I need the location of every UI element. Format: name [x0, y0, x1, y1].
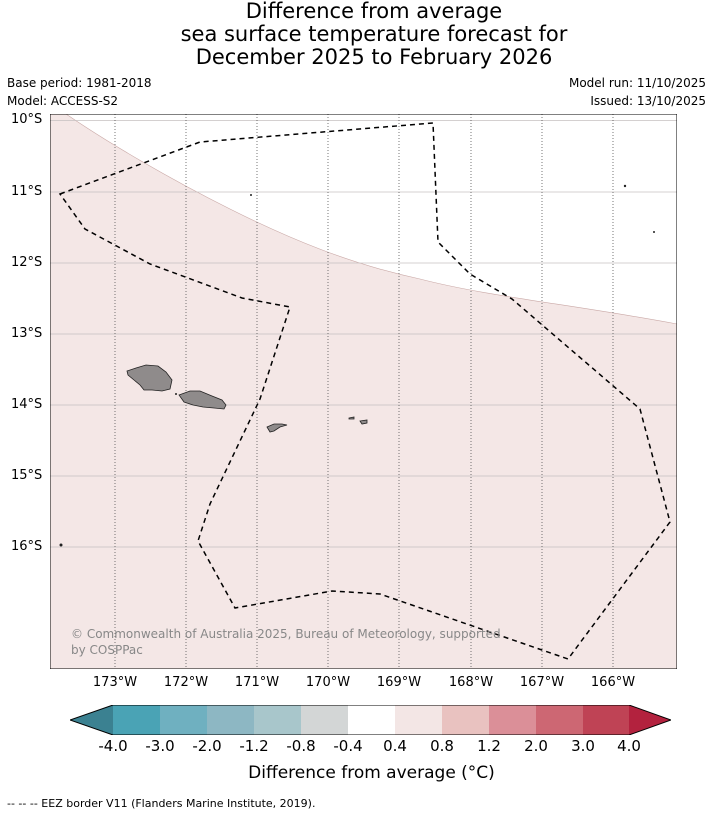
colorbar-tick: 2.0	[524, 737, 548, 755]
colorbar-tick: -2.0	[192, 737, 222, 755]
island-wallis	[59, 543, 63, 547]
colorbar-segment-7	[395, 705, 442, 735]
colorbar-segment-1	[113, 705, 160, 735]
colorbar-segment-8	[442, 705, 489, 735]
meta-left: Base period: 1981-2018 Model: ACCESS-S2	[7, 74, 152, 110]
island-tutuila	[266, 423, 288, 433]
colorbar-segment-11	[583, 705, 629, 735]
eez-legend-note: -- -- -- EEZ border V11 (Flanders Marine…	[7, 797, 316, 810]
lat-label-11s: 11°S	[11, 184, 43, 199]
colorbar-tick: 3.0	[571, 737, 595, 755]
colorbar-tick: -0.8	[286, 737, 316, 755]
island-manono	[175, 393, 177, 395]
lon-label-173w: 173°W	[92, 675, 138, 690]
colorbar-segment-10	[536, 705, 583, 735]
colorbar-segment-6	[348, 705, 395, 735]
title-line-3: December 2025 to February 2026	[195, 45, 553, 69]
colorbar-segment-5	[301, 705, 348, 735]
copyright-notice: © Commonwealth of Australia 2025, Bureau…	[71, 626, 501, 658]
lat-label-16s: 16°S	[11, 539, 43, 554]
colorbar-tick: 0.8	[430, 737, 454, 755]
colorbar-tick: -1.2	[239, 737, 269, 755]
colorbar-high-extension	[629, 705, 671, 735]
colorbar-label: Difference from average (°C)	[248, 763, 495, 783]
colorbar-tick: 1.2	[477, 737, 501, 755]
anomaly-region	[50, 114, 677, 669]
model-name: Model: ACCESS-S2	[7, 94, 119, 108]
island-upolu	[178, 390, 227, 410]
colorbar-tick: -3.0	[145, 737, 175, 755]
lon-label-168w: 168°W	[448, 675, 494, 690]
colorbar-tick: 4.0	[617, 737, 641, 755]
colorbar-segment-4	[254, 705, 301, 735]
lon-label-171w: 171°W	[234, 675, 280, 690]
island-swains	[250, 194, 252, 196]
lat-label-13s: 13°S	[11, 326, 43, 341]
eez-border-north	[58, 122, 671, 660]
island-tokelau-1	[623, 184, 627, 188]
meta-right: Model run: 11/10/2025 Issued: 13/10/2025	[569, 74, 706, 110]
lat-label-14s: 14°S	[11, 397, 43, 412]
island-ofu	[348, 416, 355, 420]
title-line-1: Difference from average	[245, 0, 503, 23]
colorbar-segment-3	[207, 705, 254, 735]
lat-label-12s: 12°S	[11, 255, 43, 270]
colorbar-tick: 0.4	[383, 737, 407, 755]
lat-label-10s: 10°S	[11, 112, 43, 127]
lon-label-167w: 167°W	[519, 675, 565, 690]
issued-date: Issued: 13/10/2025	[590, 94, 706, 108]
colorbar-tick: -4.0	[98, 737, 128, 755]
model-run: Model run: 11/10/2025	[568, 76, 706, 90]
chart-title: Difference from average sea surface temp…	[0, 0, 713, 69]
map-plot	[50, 114, 677, 669]
lon-label-166w: 166°W	[590, 675, 636, 690]
colorbar-tick: -0.4	[333, 737, 363, 755]
island-tokelau-2	[653, 231, 655, 233]
lon-label-170w: 170°W	[305, 675, 351, 690]
colorbar-segment-2	[160, 705, 207, 735]
title-line-2: sea surface temperature forecast for	[180, 22, 568, 46]
colorbar	[70, 705, 671, 735]
island-savaii	[126, 364, 173, 392]
copyright-line-1: © Commonwealth of Australia 2025, Bureau…	[71, 627, 501, 641]
lat-label-15s: 15°S	[11, 468, 43, 483]
lon-label-169w: 169°W	[376, 675, 422, 690]
copyright-line-2: by COSPPac	[71, 643, 143, 657]
colorbar-segment-9	[489, 705, 536, 735]
island-tau	[359, 419, 368, 425]
lat-gridlines	[50, 120, 677, 548]
lon-label-172w: 172°W	[163, 675, 209, 690]
colorbar-low-extension	[70, 705, 113, 735]
lon-gridlines	[114, 114, 614, 669]
base-period: Base period: 1981-2018	[7, 76, 152, 90]
